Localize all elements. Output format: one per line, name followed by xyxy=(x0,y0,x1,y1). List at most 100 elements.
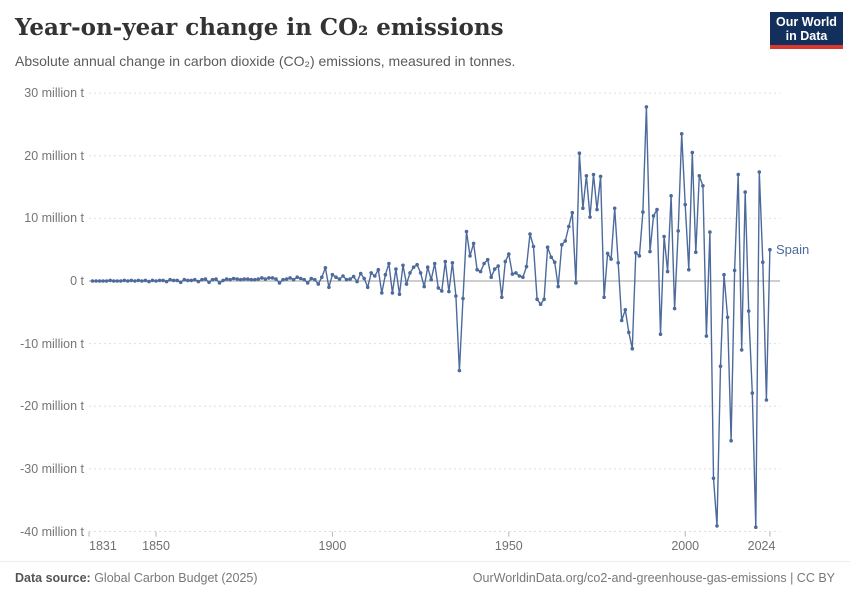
data-point[interactable] xyxy=(627,330,631,335)
data-point[interactable] xyxy=(764,398,769,402)
data-point[interactable] xyxy=(623,308,628,312)
data-point[interactable] xyxy=(186,278,190,283)
data-point[interactable] xyxy=(651,214,656,218)
data-point[interactable] xyxy=(567,224,571,229)
data-point[interactable] xyxy=(253,277,257,282)
data-point[interactable] xyxy=(538,302,543,307)
spain-series-line[interactable] xyxy=(92,106,771,528)
data-point[interactable] xyxy=(143,278,148,283)
data-point[interactable] xyxy=(478,269,483,274)
data-point[interactable] xyxy=(485,257,490,262)
data-point[interactable] xyxy=(207,280,211,285)
data-point[interactable] xyxy=(418,271,423,275)
data-point[interactable] xyxy=(210,277,215,282)
data-point[interactable] xyxy=(669,194,673,198)
data-point[interactable] xyxy=(605,251,610,256)
data-point[interactable] xyxy=(260,276,264,280)
data-point[interactable] xyxy=(380,291,384,295)
data-point[interactable] xyxy=(556,284,560,289)
data-point[interactable] xyxy=(457,368,462,373)
data-point[interactable] xyxy=(641,210,645,214)
data-point[interactable] xyxy=(595,207,599,212)
data-point[interactable] xyxy=(616,261,620,265)
data-point[interactable] xyxy=(492,267,497,271)
data-point[interactable] xyxy=(574,281,578,285)
data-point[interactable] xyxy=(676,229,680,233)
data-point[interactable] xyxy=(263,277,268,281)
data-point[interactable] xyxy=(401,263,405,268)
data-point[interactable] xyxy=(517,274,522,278)
data-point[interactable] xyxy=(612,206,617,211)
data-point[interactable] xyxy=(270,276,275,280)
data-point[interactable] xyxy=(288,276,292,280)
data-point[interactable] xyxy=(461,296,465,301)
data-point[interactable] xyxy=(581,206,585,211)
data-point[interactable] xyxy=(365,285,370,290)
data-point[interactable] xyxy=(404,282,409,286)
data-point[interactable] xyxy=(221,278,225,283)
data-point[interactable] xyxy=(500,295,504,300)
data-point[interactable] xyxy=(577,151,582,155)
data-point[interactable] xyxy=(708,230,712,234)
data-point[interactable] xyxy=(387,261,391,266)
data-point[interactable] xyxy=(602,295,606,300)
data-point[interactable] xyxy=(200,277,204,282)
data-point[interactable] xyxy=(722,272,726,277)
data-point[interactable] xyxy=(351,274,356,279)
data-point[interactable] xyxy=(542,297,546,302)
data-point[interactable] xyxy=(390,291,395,295)
data-point[interactable] xyxy=(369,271,374,275)
data-point[interactable] xyxy=(178,280,183,285)
data-point[interactable] xyxy=(560,242,564,247)
data-point[interactable] xyxy=(588,215,592,219)
data-point[interactable] xyxy=(189,278,194,283)
data-point[interactable] xyxy=(337,277,342,281)
data-point[interactable] xyxy=(305,281,310,285)
data-point[interactable] xyxy=(679,132,684,136)
data-point[interactable] xyxy=(157,278,162,283)
data-point[interactable] xyxy=(750,391,755,395)
data-point[interactable] xyxy=(736,172,740,177)
data-point[interactable] xyxy=(637,254,642,258)
data-point[interactable] xyxy=(154,279,158,283)
owid-logo[interactable]: Our World in Data xyxy=(770,12,843,49)
data-point[interactable] xyxy=(655,207,659,212)
data-point[interactable] xyxy=(242,277,246,281)
data-point[interactable] xyxy=(373,274,377,278)
data-point[interactable] xyxy=(341,274,345,278)
data-point[interactable] xyxy=(295,275,300,280)
data-point[interactable] xyxy=(489,275,494,280)
data-point[interactable] xyxy=(415,262,419,267)
data-point[interactable] xyxy=(729,438,733,443)
data-point[interactable] xyxy=(496,264,501,268)
data-point[interactable] xyxy=(697,174,702,178)
data-point[interactable] xyxy=(323,266,328,270)
data-point[interactable] xyxy=(761,260,765,265)
data-point[interactable] xyxy=(570,210,575,215)
data-point[interactable] xyxy=(471,241,476,246)
data-point[interactable] xyxy=(440,289,444,293)
data-point[interactable] xyxy=(521,275,525,280)
data-point[interactable] xyxy=(711,476,716,481)
data-point[interactable] xyxy=(507,252,511,256)
data-point[interactable] xyxy=(394,267,398,271)
data-point[interactable] xyxy=(514,271,518,275)
data-point[interactable] xyxy=(249,277,254,282)
data-point[interactable] xyxy=(609,257,613,261)
data-point[interactable] xyxy=(129,278,134,283)
data-point[interactable] xyxy=(648,249,652,254)
data-point[interactable] xyxy=(429,277,434,282)
data-point[interactable] xyxy=(683,202,687,207)
data-point[interactable] xyxy=(320,275,324,280)
data-point[interactable] xyxy=(447,289,451,294)
data-point[interactable] xyxy=(358,271,363,276)
data-point[interactable] xyxy=(90,279,95,283)
data-point[interactable] xyxy=(196,279,201,284)
data-point[interactable] xyxy=(464,229,469,234)
data-point[interactable] xyxy=(528,232,532,236)
data-point[interactable] xyxy=(298,276,303,281)
data-point[interactable] xyxy=(171,278,176,283)
data-point[interactable] xyxy=(235,277,239,281)
data-point[interactable] xyxy=(115,279,119,283)
